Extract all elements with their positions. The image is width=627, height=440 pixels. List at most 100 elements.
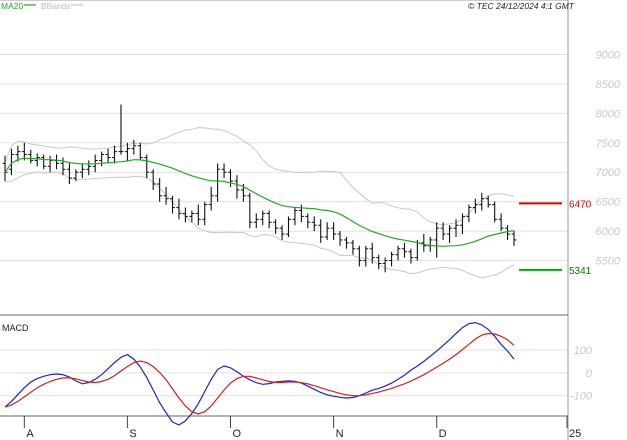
price-bar [331,222,337,240]
price-bar [234,175,240,199]
price-bar [105,148,111,164]
price-bar [292,207,298,226]
macd-y-tick-label: -100 [570,391,593,403]
price-bar [66,163,72,184]
price-bar [208,186,214,211]
price-gridlines [0,53,568,262]
price-bar [221,163,227,179]
price-bar [118,104,124,155]
x-tick-label: 25 [569,428,581,440]
price-bar [498,213,504,232]
macd-y-tick-label: 0 [586,368,593,380]
price-bar [28,149,34,164]
price-bar [343,237,349,249]
price-bar [356,245,362,267]
price-bar [170,195,176,214]
x-tick-label: A [26,428,34,440]
price-bar [459,213,465,235]
price-bar [163,186,169,205]
price-y-tick-label: 6500 [596,197,621,209]
price-bar [144,154,150,179]
price-bar [440,222,446,240]
price-bar [253,213,259,229]
price-bar [395,245,401,261]
price-bar [434,222,440,258]
price-y-tick-label: 7500 [596,138,621,150]
bband-lower [4,171,515,279]
price-bar [79,163,85,179]
price-y-tick-label: 8000 [596,108,621,120]
price-y-tick-label: 9000 [596,49,621,61]
price-bar [21,142,27,161]
price-bar [389,251,395,267]
price-bar [273,219,279,235]
price-y-tick-label: 5500 [596,256,621,268]
price-bar [337,231,343,246]
price-bars [2,104,517,273]
price-bar [176,198,182,220]
ma20-path [4,157,515,247]
bbands-band [4,127,515,279]
price-bar [447,225,453,243]
price-y-axis-labels: 5500 6000 6500 7000 7500 8000 8500 9000 [596,49,621,267]
price-bar [195,204,201,226]
price-bar [485,195,491,208]
price-bar [131,139,137,155]
bbands-legend-label: BBands [41,1,71,11]
price-bar [363,245,369,267]
price-bar [408,248,414,264]
price-bar [466,204,472,223]
price-y-tick-label: 8500 [596,79,621,91]
price-bar [189,210,195,223]
ma-legend-label: MA20 [1,1,23,11]
price-bar [86,160,92,176]
x-tick-label: O [233,428,242,440]
price-bar [157,178,163,202]
x-tick-label: S [129,428,136,440]
price-bar [247,192,253,229]
price-bar [54,154,60,170]
resistance-label: 6470 [569,199,592,210]
price-bar [112,145,118,164]
price-bar [99,151,105,167]
price-bar [376,254,382,270]
price-y-tick-label: 7000 [596,167,621,179]
price-bar [311,216,317,232]
price-bar [266,210,272,229]
x-tick-label: D [439,428,447,440]
signal-line [4,332,515,415]
price-bar [228,169,234,187]
copyright-text: © TEC 24/12/2024 4:1 GMT [468,1,575,11]
price-bar [427,237,433,252]
price-bar [324,222,330,240]
price-bar [34,153,40,167]
price-bar [285,216,291,237]
price-bar [279,225,285,240]
ma20-line [4,157,515,247]
levels: 6470 5341 [519,199,592,277]
price-bar [505,225,511,240]
price-bar [150,169,156,190]
price-bar [8,148,14,176]
bband-upper [4,127,515,226]
price-bar [421,234,427,252]
price-bar [305,213,311,229]
price-bar [202,201,208,226]
price-bar [453,219,459,237]
price-bar [492,201,498,223]
x-tick-label: N [336,428,344,440]
price-bar [137,142,143,161]
price-bar [318,219,324,243]
price-bar [511,231,517,246]
price-bar [215,163,221,202]
macd-y-axis-labels: -100 0 100 [570,345,593,403]
macd-y-tick-label: 100 [574,345,593,357]
price-bar [124,142,130,161]
macd-gridlines [0,349,568,397]
macd-line [4,321,515,426]
price-bar [479,192,485,211]
price-bar [369,242,375,264]
price-y-tick-label: 6000 [596,226,621,238]
price-bar [260,210,266,226]
